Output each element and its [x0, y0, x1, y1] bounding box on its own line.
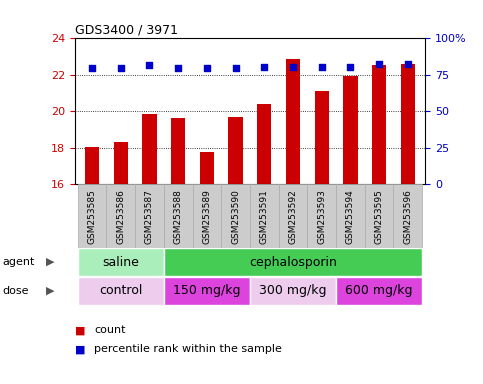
Text: agent: agent [2, 257, 35, 267]
Point [318, 64, 326, 70]
Text: GSM253591: GSM253591 [260, 189, 269, 244]
Bar [365, 184, 394, 248]
Point [88, 65, 96, 71]
Point [117, 65, 125, 71]
Point [203, 65, 211, 71]
Bar [286, 60, 300, 184]
Text: saline: saline [102, 256, 139, 268]
Bar [78, 248, 164, 276]
Text: control: control [99, 285, 142, 297]
Text: GSM253596: GSM253596 [403, 189, 412, 244]
Text: GDS3400 / 3971: GDS3400 / 3971 [75, 23, 178, 36]
Text: ▶: ▶ [46, 257, 55, 267]
Bar [221, 184, 250, 248]
Bar [193, 184, 221, 248]
Point [346, 64, 354, 70]
Text: GSM253592: GSM253592 [288, 189, 298, 244]
Bar [307, 184, 336, 248]
Bar [135, 184, 164, 248]
Point [375, 61, 383, 67]
Text: dose: dose [2, 286, 29, 296]
Text: count: count [94, 325, 126, 335]
Text: 600 mg/kg: 600 mg/kg [345, 285, 413, 297]
Text: 150 mg/kg: 150 mg/kg [173, 285, 241, 297]
Point [174, 65, 182, 71]
Point [146, 62, 154, 68]
Point [232, 65, 240, 71]
Text: GSM253588: GSM253588 [174, 189, 183, 244]
Point [260, 64, 268, 70]
Bar [114, 142, 128, 184]
Bar [164, 248, 422, 276]
Bar [106, 184, 135, 248]
Bar [279, 184, 307, 248]
Text: cephalosporin: cephalosporin [249, 256, 337, 268]
Text: percentile rank within the sample: percentile rank within the sample [94, 344, 282, 354]
Bar [164, 277, 250, 305]
Text: 300 mg/kg: 300 mg/kg [259, 285, 327, 297]
Bar [343, 76, 357, 184]
Text: GSM253590: GSM253590 [231, 189, 240, 244]
Text: GSM253593: GSM253593 [317, 189, 326, 244]
Text: ■: ■ [75, 325, 85, 335]
Point [404, 61, 412, 67]
Bar [250, 184, 279, 248]
Bar [78, 184, 106, 248]
Text: GSM253594: GSM253594 [346, 189, 355, 244]
Text: GSM253585: GSM253585 [87, 189, 97, 244]
Bar [400, 64, 415, 184]
Text: GSM253586: GSM253586 [116, 189, 125, 244]
Text: ▶: ▶ [46, 286, 55, 296]
Bar [85, 147, 99, 184]
Bar [142, 114, 156, 184]
Point [289, 64, 297, 70]
Bar [257, 104, 271, 184]
Bar [78, 277, 164, 305]
Bar [250, 277, 336, 305]
Bar [372, 65, 386, 184]
Text: GSM253587: GSM253587 [145, 189, 154, 244]
Text: ■: ■ [75, 344, 85, 354]
Bar [336, 184, 365, 248]
Bar [171, 118, 185, 184]
Bar [314, 91, 329, 184]
Bar [336, 277, 422, 305]
Text: GSM253595: GSM253595 [375, 189, 384, 244]
Bar [200, 152, 214, 184]
Text: GSM253589: GSM253589 [202, 189, 212, 244]
Bar [394, 184, 422, 248]
Bar [228, 117, 243, 184]
Bar [164, 184, 193, 248]
